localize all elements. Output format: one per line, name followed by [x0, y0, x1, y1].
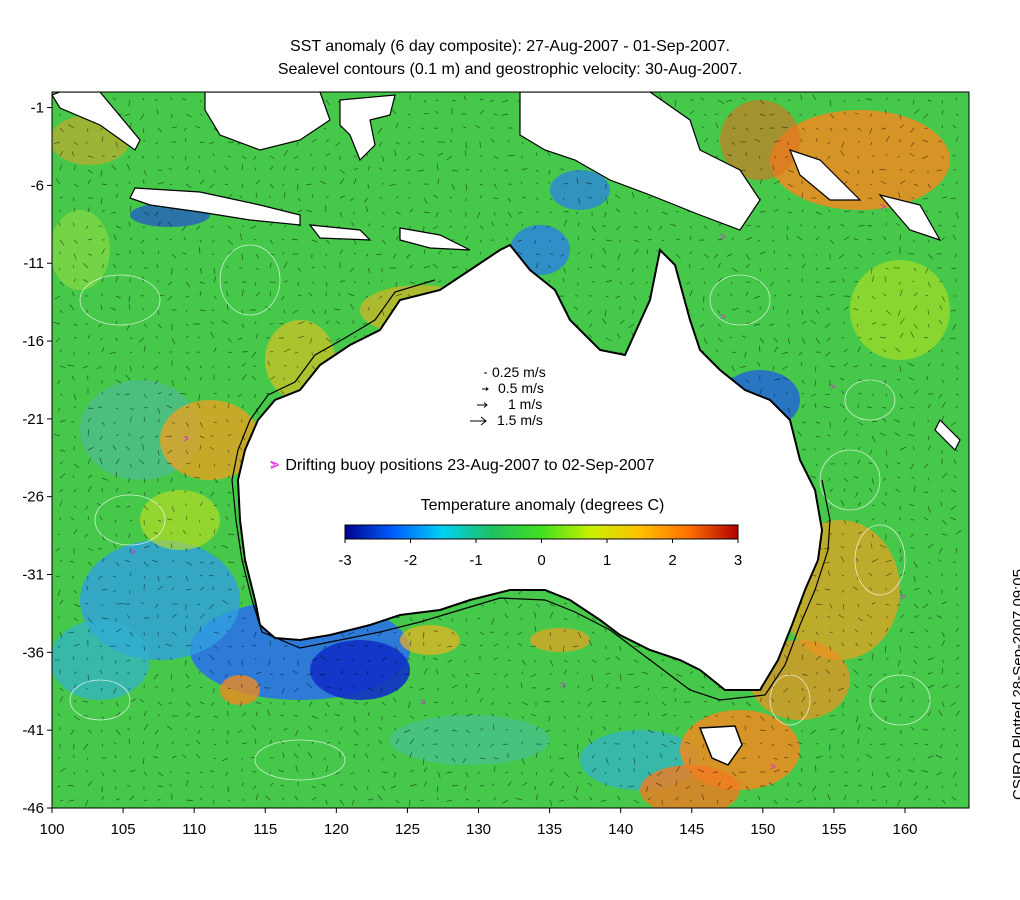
svg-text:>: > — [720, 232, 726, 243]
svg-text:>: > — [183, 434, 189, 445]
x-tick-label: 100 — [39, 821, 64, 838]
northern-islands — [52, 92, 961, 452]
velocity-legend-label-3: 1 m/s — [508, 396, 543, 412]
australia-landmass — [236, 243, 824, 691]
colorbar — [344, 524, 739, 540]
x-tick-label: 105 — [111, 821, 136, 838]
x-tick-label: 160 — [893, 821, 918, 838]
buoy-legend-label: Drifting buoy positions 23-Aug-2007 to 0… — [285, 457, 655, 474]
x-tick-label: 145 — [679, 821, 704, 838]
svg-text:>: > — [770, 762, 776, 773]
velocity-legend-label-4: 1.5 m/s — [497, 412, 543, 428]
svg-text:>: > — [420, 697, 426, 708]
y-tick-label: -11 — [23, 255, 44, 272]
tasmania — [698, 725, 743, 766]
x-tick-label: 135 — [537, 821, 562, 838]
x-tick-label: 140 — [608, 821, 633, 838]
x-tick-label: 115 — [253, 821, 277, 838]
map-title-line1: SST anomaly (6 day composite): 27-Aug-20… — [290, 38, 730, 55]
svg-text:>: > — [560, 680, 566, 691]
x-tick-label: 150 — [750, 821, 775, 838]
x-tick-label: 110 — [182, 821, 206, 838]
y-tick-label: -46 — [22, 800, 44, 817]
svg-text:>: > — [720, 312, 726, 323]
colorbar-tick-label: -3 — [338, 552, 351, 569]
shelf-contour — [231, 279, 831, 701]
y-tick-label: -26 — [22, 489, 44, 506]
svg-text:>: > — [130, 547, 136, 558]
svg-text:>: > — [900, 592, 906, 603]
buoy-legend: > Drifting buoy positions 23-Aug-2007 to … — [270, 457, 654, 475]
plot-frame — [51, 91, 970, 809]
x-tick-label: 120 — [324, 821, 349, 838]
svg-text:>: > — [270, 460, 276, 471]
colorbar-tick-label: 0 — [537, 552, 545, 569]
buoy-marker-icon: > — [270, 457, 280, 474]
colorbar-tick-label: 2 — [668, 552, 676, 569]
colorbar-tick-label: -2 — [404, 552, 417, 569]
longitude-axis: 100 105 110 115 120 125 130 135 140 145 150 155 160 — [39, 808, 918, 838]
y-tick-label: -16 — [22, 333, 44, 350]
y-tick-label: -36 — [22, 644, 44, 661]
velocity-legend-label-1: 0.25 m/s — [492, 364, 546, 380]
map-title-line2: Sealevel contours (0.1 m) and geostrophi… — [277, 61, 743, 78]
y-tick-label: -41 — [22, 722, 44, 739]
sealevel-contours — [69, 244, 931, 781]
svg-text:>: > — [880, 202, 886, 213]
latitude-axis: -1 -6 -11 -16 -21 -26 -31 -36 -41 -46 — [22, 100, 52, 817]
velocity-legend-arrows — [470, 372, 489, 426]
y-tick-label: -1 — [31, 100, 44, 117]
colorbar-tick-label: -1 — [469, 552, 482, 569]
credit-text: CSIRO Plotted 28-Sep-2007 09:05 — [1010, 569, 1020, 800]
y-tick-label: -31 — [22, 567, 44, 584]
y-tick-label: -21 — [22, 411, 44, 428]
velocity-legend-label-2: 0.5 m/s — [498, 380, 544, 396]
x-tick-label: 130 — [466, 821, 491, 838]
colorbar-tick-label: 1 — [603, 552, 611, 569]
x-tick-label: 155 — [821, 821, 846, 838]
svg-text:>: > — [830, 382, 836, 393]
colorbar-ticks: -3 -2 -1 0 1 2 3 — [338, 539, 742, 569]
colorbar-tick-label: 3 — [734, 552, 742, 569]
colorbar-title: Temperature anomaly (degrees C) — [420, 497, 665, 514]
x-tick-label: 125 — [395, 821, 420, 838]
y-tick-label: -6 — [31, 177, 44, 194]
buoy-markers: > > > > > > > > > > > — [130, 202, 906, 773]
